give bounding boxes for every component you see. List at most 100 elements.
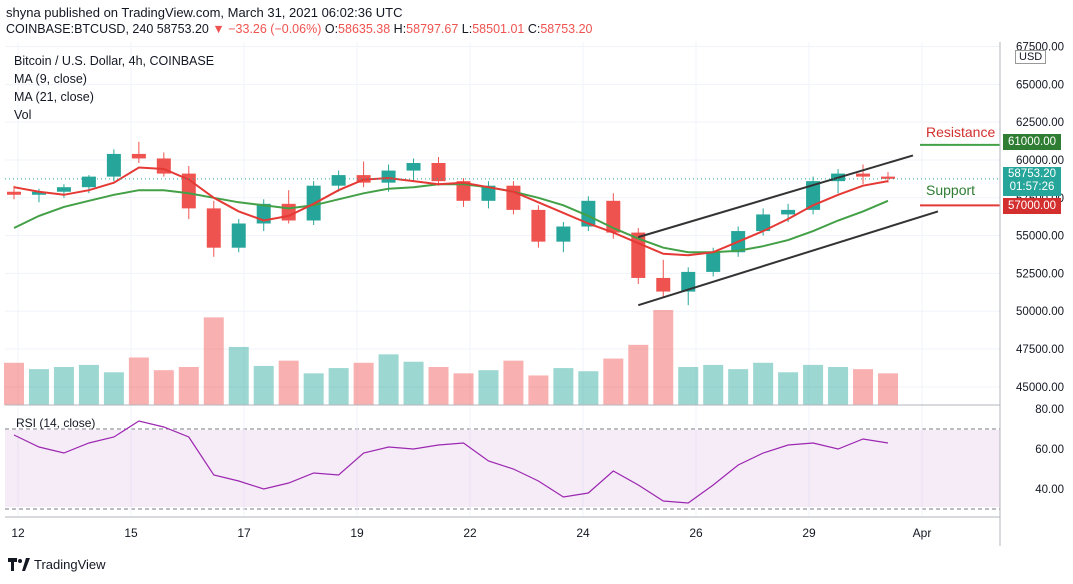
price-tick-label: 52500.00 (1016, 268, 1064, 280)
volume-bar (703, 364, 724, 405)
volume-bar (378, 354, 399, 405)
rsi-tick-label: 80.00 (1035, 404, 1064, 416)
high-value: 58797.67 (406, 22, 459, 36)
volume-bar (128, 357, 149, 405)
volume-bar (653, 310, 674, 405)
last-price-badge: 58753.20 01:57:26 (1003, 167, 1061, 196)
grid (5, 42, 1000, 517)
time-tick-label: 22 (463, 526, 477, 540)
volume-bar (778, 372, 799, 405)
candle-body (781, 209, 796, 215)
down-arrow-icon: ▼ (212, 22, 225, 36)
low-value: 58501.01 (472, 22, 525, 36)
change: −33.26 (−0.06%) (228, 22, 322, 36)
legend-vol: Vol (14, 108, 32, 122)
open-value: 58635.38 (338, 22, 391, 36)
rsi-tick-label: 40.00 (1035, 484, 1064, 496)
volume-bar (228, 346, 249, 405)
volume-bar (353, 362, 374, 405)
time-tick-label: 12 (11, 526, 25, 540)
volume-bars (4, 310, 898, 405)
time-tick-label: 17 (237, 526, 251, 540)
close-value: 58753.20 (540, 22, 593, 36)
volume-bar (428, 367, 449, 405)
candle-body (881, 176, 895, 179)
volume-bar (553, 368, 574, 405)
volume-bar (153, 370, 174, 405)
volume-bar (28, 369, 49, 405)
volume-bar (328, 368, 349, 405)
candle-body (7, 191, 21, 195)
time-tick-label: 29 (802, 526, 816, 540)
candle-body (456, 181, 471, 201)
last-price: 58753.20 (156, 22, 209, 36)
volume-bar (253, 365, 274, 405)
legend-title: Bitcoin / U.S. Dollar, 4h, COINBASE (14, 54, 215, 68)
chart-legend: Bitcoin / U.S. Dollar, 4h, COINBASE MA (… (14, 52, 214, 124)
support-price-badge: 57000.00 (1003, 198, 1061, 214)
candle-body (281, 203, 296, 221)
volume-bar (803, 364, 824, 405)
candle-body (106, 153, 121, 177)
candle-body (431, 163, 446, 182)
candle-body (556, 226, 571, 242)
candle-body (681, 271, 696, 292)
time-tick-label: 24 (576, 526, 590, 540)
candle-body (606, 200, 621, 233)
candle-body (331, 175, 346, 186)
indicator-lines (5, 143, 1000, 504)
volume-bar (578, 371, 599, 405)
resistance-price-badge: 61000.00 (1003, 134, 1061, 150)
candle-body (131, 153, 146, 159)
rsi-band (5, 430, 1000, 507)
publish-line: shyna published on TradingView.com, Marc… (6, 5, 403, 20)
ma9-line (13, 166, 889, 257)
volume-bar (828, 367, 849, 405)
candle-body (31, 191, 46, 195)
volume-bar (53, 367, 74, 405)
support-label: Support (926, 182, 976, 198)
price-tick-label: 55000.00 (1016, 231, 1064, 243)
volume-bar (728, 369, 749, 405)
candle-body (806, 181, 821, 210)
volume-bar (4, 362, 24, 405)
volume-bar (603, 358, 624, 405)
time-tick-label: 19 (350, 526, 364, 540)
candle-body (506, 185, 521, 210)
rsi-line (13, 420, 889, 504)
volume-bar (203, 317, 224, 405)
symbol: COINBASE:BTCUSD, 240 (6, 22, 154, 36)
volume-bar (878, 373, 898, 405)
volume-bar (853, 369, 874, 405)
volume-bar (178, 367, 199, 405)
candle-body (231, 223, 246, 248)
volume-bar (478, 370, 499, 405)
volume-bar (453, 373, 474, 405)
volume-bar (278, 360, 299, 405)
resistance-label: Resistance (926, 124, 996, 140)
tradingview-icon (8, 558, 30, 571)
volume-bar (753, 362, 774, 405)
volume-bar (628, 344, 649, 405)
currency-badge[interactable]: USD (1015, 50, 1047, 64)
time-tick-label: 26 (689, 526, 703, 540)
candles (7, 141, 895, 306)
volume-bar (78, 364, 99, 405)
candle-body (531, 209, 546, 242)
price-tick-label: 62500.00 (1016, 117, 1064, 129)
legend-ma9: MA (9, close) (14, 72, 87, 86)
footer-brand: TradingView (34, 557, 106, 572)
candle-body (56, 187, 71, 192)
candle-body (81, 176, 96, 188)
rsi-legend: RSI (14, close) (16, 416, 96, 430)
header: shyna published on TradingView.com, Marc… (0, 0, 1073, 42)
candle-body (206, 208, 221, 248)
price-tick-label: 65000.00 (1016, 79, 1064, 91)
time-tick-label: 15 (124, 526, 138, 540)
rsi-tick-label: 60.00 (1035, 444, 1064, 456)
candle-body (756, 214, 771, 232)
volume-bar (528, 375, 549, 405)
volume-bar (303, 373, 324, 405)
tradingview-logo[interactable]: TradingView (8, 557, 106, 572)
candle-body (656, 277, 671, 292)
